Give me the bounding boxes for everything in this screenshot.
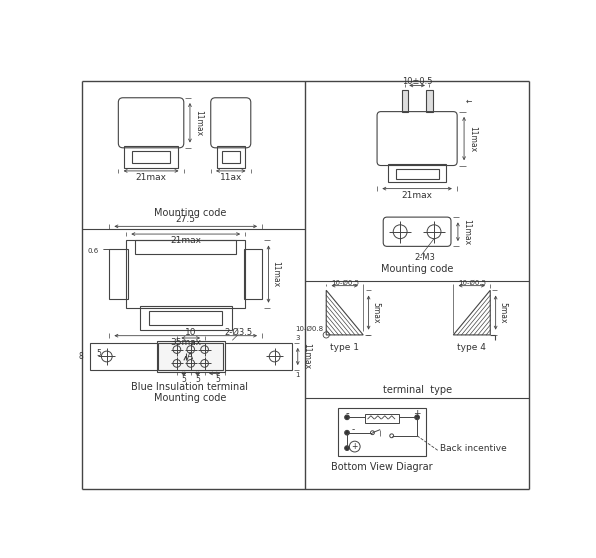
Text: 8: 8 xyxy=(79,352,83,361)
Bar xyxy=(135,240,236,254)
Text: 5max: 5max xyxy=(372,302,381,323)
Text: terminal  type: terminal type xyxy=(383,386,452,396)
Text: -: - xyxy=(352,425,355,434)
Text: 10: 10 xyxy=(185,328,197,337)
Text: 27.5: 27.5 xyxy=(176,215,195,224)
Text: 11max: 11max xyxy=(462,219,471,245)
Text: 3: 3 xyxy=(296,335,300,341)
Text: 35max: 35max xyxy=(170,338,201,347)
Text: 10-Ø0.5: 10-Ø0.5 xyxy=(331,280,359,286)
Text: 5: 5 xyxy=(97,349,101,358)
Text: 11max: 11max xyxy=(468,126,477,152)
Text: 5: 5 xyxy=(215,375,220,384)
Bar xyxy=(126,240,246,308)
Bar xyxy=(222,151,240,163)
Bar xyxy=(365,414,399,424)
Text: 5: 5 xyxy=(195,375,200,384)
Text: type 4: type 4 xyxy=(457,343,486,352)
Text: 21max: 21max xyxy=(135,174,166,182)
Text: 0.6: 0.6 xyxy=(87,248,98,254)
Bar xyxy=(402,90,408,112)
Text: Mounting code: Mounting code xyxy=(381,264,454,274)
Text: 11ax: 11ax xyxy=(219,174,242,182)
Text: Mounting code: Mounting code xyxy=(154,393,226,403)
Bar xyxy=(149,311,222,325)
Bar xyxy=(125,146,178,168)
Text: 21max: 21max xyxy=(170,235,201,245)
Text: Bottom View Diagrar: Bottom View Diagrar xyxy=(331,461,433,472)
Text: 11max: 11max xyxy=(303,343,312,369)
Bar xyxy=(338,408,426,456)
Text: 11max: 11max xyxy=(272,261,281,287)
Bar xyxy=(217,146,244,168)
Text: 11max: 11max xyxy=(195,110,204,136)
Bar xyxy=(140,306,231,330)
Circle shape xyxy=(344,415,349,420)
Bar xyxy=(157,341,225,372)
Text: ←: ← xyxy=(465,97,472,105)
Text: A: A xyxy=(187,352,193,361)
Text: 10-Ø0.8: 10-Ø0.8 xyxy=(295,326,324,332)
Bar xyxy=(244,249,262,299)
Text: 10-Ø0.5: 10-Ø0.5 xyxy=(458,280,486,286)
Text: 2-M3: 2-M3 xyxy=(414,253,435,262)
Text: Back incentive: Back incentive xyxy=(440,444,507,454)
Text: -: - xyxy=(345,408,349,418)
Text: +: + xyxy=(414,409,421,418)
Text: type 1: type 1 xyxy=(330,343,359,352)
Circle shape xyxy=(415,415,420,420)
Text: 21max: 21max xyxy=(402,191,433,200)
Text: Mounting code: Mounting code xyxy=(154,208,226,218)
Bar xyxy=(109,249,128,299)
Text: Blue Insulation terminal: Blue Insulation terminal xyxy=(132,382,249,392)
Bar xyxy=(396,169,439,179)
Bar xyxy=(90,343,291,371)
Text: 2-Ø3.5: 2-Ø3.5 xyxy=(225,328,253,337)
Circle shape xyxy=(344,430,349,435)
Text: 5max: 5max xyxy=(499,302,508,323)
Text: 10±0.5: 10±0.5 xyxy=(402,77,432,86)
Bar xyxy=(426,90,433,112)
Bar xyxy=(132,151,170,163)
Text: 5: 5 xyxy=(181,375,186,384)
Text: +: + xyxy=(352,442,358,451)
Bar xyxy=(388,164,446,182)
Text: 1: 1 xyxy=(296,372,300,378)
Circle shape xyxy=(344,446,349,450)
Bar xyxy=(159,343,223,371)
